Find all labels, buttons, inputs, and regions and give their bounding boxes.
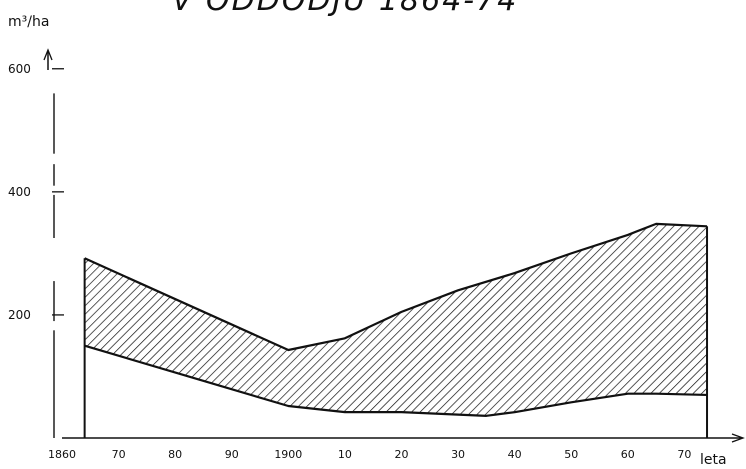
- x-axis: [62, 433, 745, 443]
- band-fill: [84, 223, 708, 416]
- data-band: [83, 222, 709, 438]
- x-tick-label-8: 40: [508, 448, 522, 461]
- x-tick-label-5: 10: [338, 448, 352, 461]
- x-tick-label-3: 90: [225, 448, 239, 461]
- lower-bound-line: [84, 344, 708, 417]
- y-tick-label-2: 600: [8, 62, 31, 76]
- y-axis-label: m³/ha: [8, 14, 49, 30]
- x-ticks: 1860 70 80 90 1900 10 20 30 40 50 60 70: [48, 448, 691, 461]
- upper-bound-line: [84, 222, 708, 352]
- y-tick-label-0: 200: [8, 308, 31, 322]
- x-tick-label-2: 80: [168, 448, 182, 461]
- y-axis-arrowhead: [43, 48, 53, 61]
- x-axis-arrowhead: [731, 433, 745, 443]
- x-axis-label: leta: [700, 452, 727, 468]
- x-tick-label-11: 70: [677, 448, 691, 461]
- y-ticks: 200 400 600: [8, 62, 64, 322]
- x-tick-label-1: 70: [112, 448, 126, 461]
- x-tick-label-7: 30: [451, 448, 465, 461]
- x-tick-label-9: 50: [564, 448, 578, 461]
- y-tick-label-1: 400: [8, 185, 31, 199]
- chart-title: V ODDODJU 1864-74: [172, 0, 518, 18]
- x-tick-label-6: 20: [394, 448, 408, 461]
- x-tick-label-4: 1900: [274, 448, 302, 461]
- x-tick-label-10: 60: [621, 448, 635, 461]
- x-tick-label-0: 1860: [48, 448, 76, 461]
